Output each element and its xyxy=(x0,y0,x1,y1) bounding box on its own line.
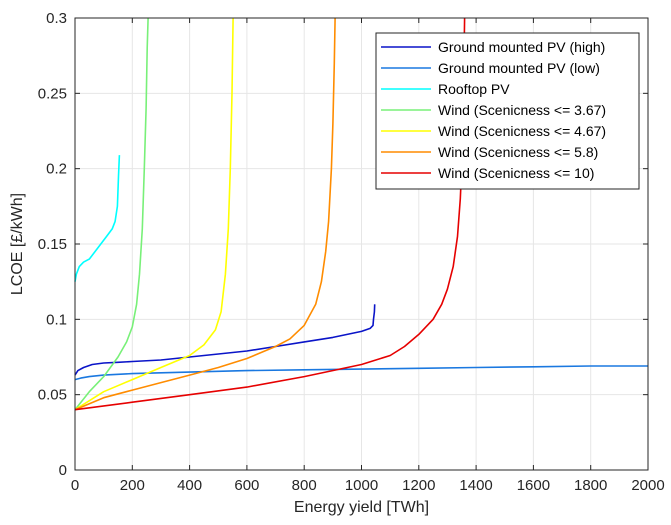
y-tick-label: 0.1 xyxy=(46,311,67,328)
legend-entry-label: Wind (Scenicness <= 5.8) xyxy=(438,144,598,160)
y-tick-label: 0.3 xyxy=(46,10,67,27)
x-tick-label: 800 xyxy=(292,477,317,494)
legend-entry-label: Rooftop PV xyxy=(438,81,510,97)
y-axis-label: LCOE [£/kWh] xyxy=(9,193,26,295)
y-tick-label: 0.2 xyxy=(46,161,67,178)
series-line-3 xyxy=(74,155,121,282)
series-line-1 xyxy=(74,304,376,376)
series-layer xyxy=(74,17,648,411)
x-tick-label: 1000 xyxy=(345,477,378,494)
x-tick-label: 1400 xyxy=(459,477,492,494)
legend-entry-label: Wind (Scenicness <= 3.67) xyxy=(438,102,606,118)
x-tick-label: 400 xyxy=(177,477,202,494)
legend-entry-label: Ground mounted PV (high) xyxy=(438,39,605,55)
y-tick-label: 0 xyxy=(59,462,67,479)
y-tick-label: 0.25 xyxy=(38,85,67,102)
series-line-4 xyxy=(74,17,149,411)
legend: Ground mounted PV (high) Ground mounted P… xyxy=(375,32,640,190)
series-line-6 xyxy=(74,17,336,411)
x-tick-label: 1200 xyxy=(402,477,435,494)
x-tick-label: 0 xyxy=(71,477,79,494)
x-tick-label: 600 xyxy=(234,477,259,494)
series-line-5 xyxy=(74,17,234,411)
legend-box xyxy=(375,32,640,190)
series-line-2 xyxy=(74,365,648,381)
series-line-7 xyxy=(74,17,466,411)
axis-ticks: 0 200 400 600 800 1000 1200 1400 1600 1800 2000 0 0.… xyxy=(38,10,665,494)
x-tick-label: 2000 xyxy=(631,477,664,494)
x-tick-label: 200 xyxy=(120,477,145,494)
x-axis-label: Energy yield [TWh] xyxy=(294,499,429,516)
legend-entry-label: Wind (Scenicness <= 10) xyxy=(438,165,594,181)
legend-entry-label: Wind (Scenicness <= 4.67) xyxy=(438,123,606,139)
x-tick-label: 1800 xyxy=(574,477,607,494)
x-tick-label: 1600 xyxy=(517,477,550,494)
legend-entry-label: Ground mounted PV (low) xyxy=(438,60,600,76)
y-tick-label: 0.05 xyxy=(38,387,67,404)
y-tick-label: 0.15 xyxy=(38,236,67,253)
